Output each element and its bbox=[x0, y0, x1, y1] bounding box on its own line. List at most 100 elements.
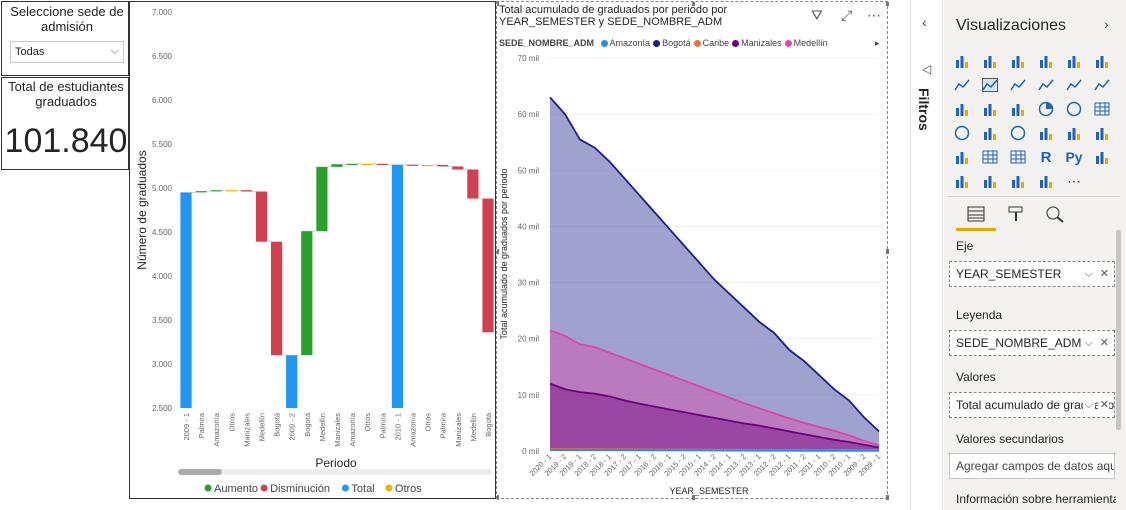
100-bar-icon[interactable] bbox=[1064, 52, 1084, 70]
waterfall-bar[interactable] bbox=[225, 190, 237, 192]
waterfall-bar[interactable] bbox=[286, 355, 298, 408]
resize-handle[interactable] bbox=[497, 495, 499, 500]
legend-next-icon[interactable]: ▸ bbox=[875, 38, 880, 48]
map-icon[interactable] bbox=[952, 124, 972, 142]
legend-item[interactable]: Manizales bbox=[732, 38, 782, 48]
collapse-filters-icon[interactable]: ‹ bbox=[922, 14, 927, 30]
waterfall-bar[interactable] bbox=[210, 190, 222, 192]
funnel-icon[interactable] bbox=[980, 100, 1000, 118]
slicer-icon[interactable] bbox=[952, 148, 972, 166]
sede-dropdown[interactable]: Todas ⌵ bbox=[10, 41, 124, 63]
more-visuals-icon[interactable]: ⋯ bbox=[1067, 172, 1081, 189]
key-influencers-icon[interactable] bbox=[1092, 148, 1112, 166]
x-scroll-track[interactable] bbox=[178, 469, 492, 475]
area-chart[interactable]: Total acumulado de graduados por periodo… bbox=[496, 1, 889, 500]
card-icon[interactable] bbox=[1036, 124, 1056, 142]
area-series-fill[interactable] bbox=[550, 97, 879, 452]
qa-icon[interactable] bbox=[980, 172, 1000, 190]
viz-pane-scrollbar[interactable] bbox=[1116, 230, 1121, 430]
waterfall-bar[interactable] bbox=[437, 164, 449, 167]
waterfall-bar[interactable] bbox=[271, 241, 283, 356]
waterfall-bar[interactable] bbox=[361, 163, 373, 165]
waterfall-bar[interactable] bbox=[391, 164, 403, 408]
stacked-column-icon[interactable] bbox=[980, 52, 1000, 70]
legend-item[interactable]: Amazonía bbox=[600, 38, 650, 48]
line-clustered-icon[interactable] bbox=[1064, 76, 1084, 94]
chevron-down-icon[interactable]: ⌵ bbox=[1082, 262, 1095, 286]
kpi-icon[interactable] bbox=[1092, 124, 1112, 142]
clustered-bar-icon[interactable] bbox=[1008, 52, 1028, 70]
waterfall-bar[interactable] bbox=[422, 164, 434, 167]
100-column-icon[interactable] bbox=[1092, 52, 1112, 70]
remove-field-icon[interactable]: ✕ bbox=[1097, 393, 1109, 417]
focus-mode-icon[interactable]: ⤢ bbox=[841, 7, 853, 23]
filters-pane[interactable]: ‹ ◁ Filtros bbox=[910, 0, 943, 510]
area-chart-icon[interactable] bbox=[980, 76, 1000, 94]
matrix-icon[interactable] bbox=[1008, 148, 1028, 166]
format-tab[interactable] bbox=[1003, 203, 1029, 225]
r-visual-icon[interactable]: R bbox=[1040, 148, 1052, 166]
area-series-fill[interactable] bbox=[550, 383, 879, 451]
pie-icon[interactable] bbox=[1036, 100, 1056, 118]
donut-icon[interactable] bbox=[1064, 100, 1084, 118]
waterfall-bar[interactable] bbox=[180, 192, 192, 408]
waterfall-bar[interactable] bbox=[346, 163, 358, 165]
treemap-icon[interactable] bbox=[1092, 100, 1112, 118]
table-icon[interactable] bbox=[980, 148, 1000, 166]
gauge-icon[interactable] bbox=[1008, 124, 1028, 142]
area-series-line[interactable] bbox=[549, 382, 880, 449]
decomposition-tree-icon[interactable] bbox=[952, 172, 972, 190]
resize-handle[interactable] bbox=[886, 495, 889, 500]
resize-handle[interactable] bbox=[692, 495, 695, 500]
scatter-icon[interactable] bbox=[1008, 100, 1028, 118]
x-scroll-thumb[interactable] bbox=[178, 469, 222, 475]
line-chart-icon[interactable] bbox=[952, 76, 972, 94]
stacked-area-icon[interactable] bbox=[1008, 76, 1028, 94]
area-series-line[interactable] bbox=[549, 329, 880, 447]
waterfall-bar[interactable] bbox=[301, 231, 313, 356]
filters-label[interactable]: Filtros bbox=[916, 88, 932, 131]
chevron-down-icon[interactable]: ⌵ bbox=[1082, 393, 1095, 417]
resize-handle[interactable] bbox=[692, 2, 695, 6]
collapse-visualizations-icon[interactable]: › bbox=[1104, 16, 1109, 32]
resize-handle[interactable] bbox=[886, 249, 889, 254]
paginated-icon[interactable] bbox=[1036, 172, 1056, 190]
python-visual-icon[interactable]: Py bbox=[1065, 149, 1083, 165]
more-options-icon[interactable]: ⋯ bbox=[867, 7, 881, 23]
legend-item[interactable]: Caribe bbox=[693, 38, 729, 48]
waterfall-bar[interactable] bbox=[255, 191, 268, 242]
legend-item[interactable]: Medellín bbox=[784, 38, 828, 48]
well-valores-secundarios[interactable]: Agregar campos de datos aquí bbox=[949, 453, 1115, 479]
waterfall-bar[interactable] bbox=[452, 166, 464, 170]
filter-icon[interactable]: ⛛ bbox=[811, 7, 823, 23]
clustered-column-icon[interactable] bbox=[1036, 52, 1056, 70]
area-series-line[interactable] bbox=[550, 448, 879, 452]
remove-field-icon[interactable]: ✕ bbox=[1097, 262, 1109, 286]
line-column-icon[interactable] bbox=[1036, 76, 1056, 94]
area-series-line[interactable] bbox=[549, 96, 880, 433]
waterfall-bar[interactable] bbox=[467, 169, 479, 199]
stacked-bar-icon[interactable] bbox=[952, 52, 972, 70]
smart-narrative-icon[interactable] bbox=[1008, 172, 1028, 190]
well-eje[interactable]: YEAR_SEMESTER ⌵ ✕ bbox=[949, 261, 1115, 287]
resize-handle[interactable] bbox=[886, 2, 889, 6]
total-graduados-card[interactable]: Total de estudiantes graduados 101.840 bbox=[1, 77, 129, 170]
waterfall-bar[interactable] bbox=[195, 191, 207, 193]
waterfall-chart[interactable]: 7.000 6.500 6.000 5.500 5.000 4.500 4.000 3.500… bbox=[129, 1, 496, 499]
waterfall-bar[interactable] bbox=[240, 190, 252, 192]
well-valores[interactable]: Total acumulado de graduados por periodo… bbox=[949, 392, 1115, 418]
legend-item[interactable]: Bogotá bbox=[653, 38, 691, 48]
waterfall-bar[interactable] bbox=[406, 164, 419, 166]
waterfall-bar[interactable] bbox=[316, 166, 328, 232]
remove-field-icon[interactable]: ✕ bbox=[1097, 331, 1109, 355]
chevron-down-icon[interactable]: ⌵ bbox=[1082, 331, 1095, 355]
resize-handle[interactable] bbox=[497, 2, 499, 6]
ribbon-chart-icon[interactable] bbox=[1092, 76, 1112, 94]
waterfall-bar[interactable] bbox=[331, 164, 343, 167]
analytics-tab[interactable] bbox=[1042, 203, 1068, 225]
waterfall-bar[interactable] bbox=[376, 163, 388, 165]
well-leyenda[interactable]: SEDE_NOMBRE_ADM ⌵ ✕ bbox=[949, 330, 1115, 356]
waterfall-bar[interactable] bbox=[482, 198, 494, 333]
fields-tab[interactable] bbox=[963, 203, 989, 225]
multirow-card-icon[interactable] bbox=[1064, 124, 1084, 142]
